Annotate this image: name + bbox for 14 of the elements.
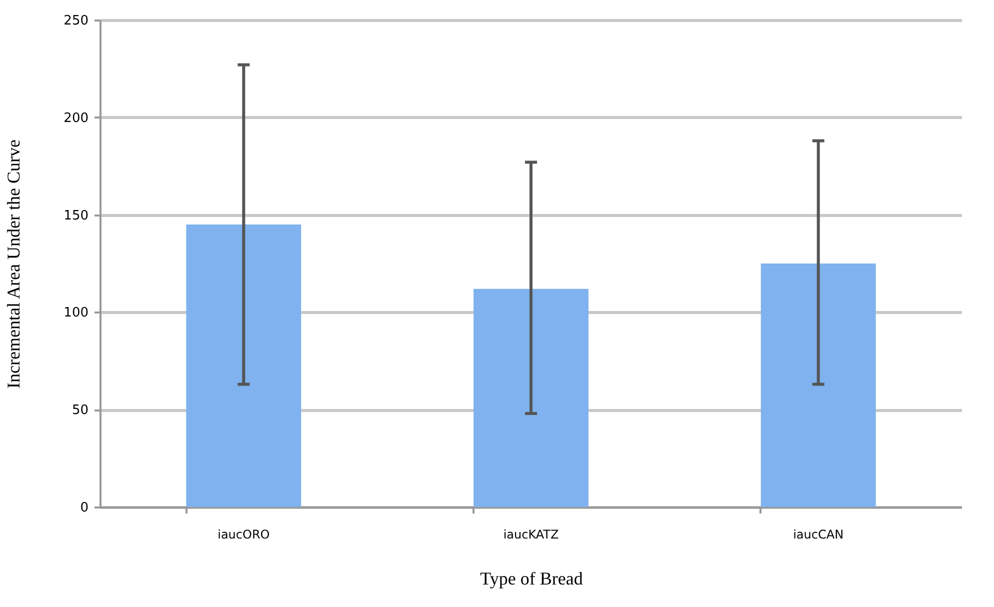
y-tick-label: 0 <box>80 500 88 516</box>
y-tick-label: 100 <box>64 306 88 321</box>
bar <box>760 264 876 507</box>
x-tick-label: iaucKATZ <box>503 528 559 542</box>
x-axis-title: Type of Bread <box>480 568 583 588</box>
y-tick-label: 50 <box>72 403 88 418</box>
x-tick-label: iaucORO <box>218 528 270 542</box>
bar <box>474 288 588 507</box>
y-axis-title: Incremental Area Under the Curve <box>4 140 24 388</box>
y-tick-label: 250 <box>64 14 88 28</box>
bar <box>186 224 302 507</box>
y-tick-label: 150 <box>64 208 88 224</box>
x-tick-label: iaucCAN <box>793 528 844 542</box>
y-tick-label: 200 <box>64 110 88 126</box>
